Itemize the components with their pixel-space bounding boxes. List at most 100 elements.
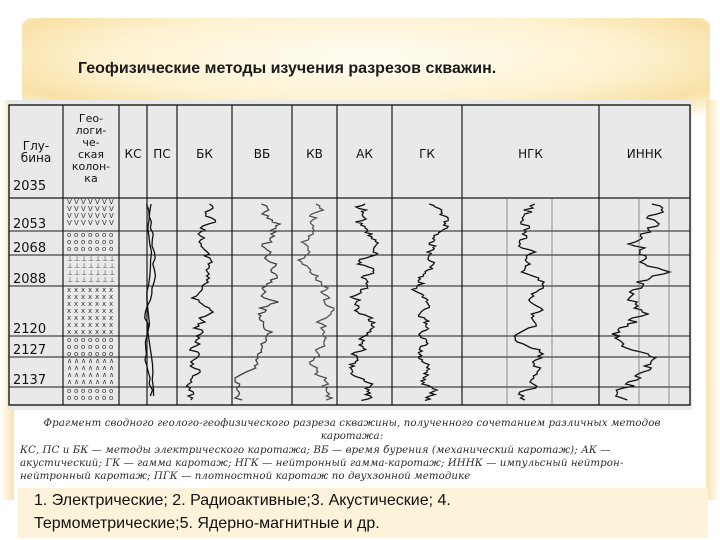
lithology-symbol: o [102, 231, 106, 239]
lithology-symbol: o [67, 387, 71, 395]
lithology-symbol: x [81, 300, 85, 308]
header-geology-label: ка [84, 172, 97, 185]
lithology-symbol: ⊥ [88, 255, 94, 263]
lithology-symbol: ⊥ [74, 255, 80, 263]
lithology-symbol: x [88, 314, 92, 322]
lithology-symbol: x [109, 321, 113, 329]
lithology-symbol: x [67, 328, 71, 336]
depth-label: 2088 [13, 272, 46, 287]
lithology-symbol: ∧ [67, 371, 72, 379]
depth-label: 2053 [13, 217, 46, 232]
lithology-symbol: V [81, 212, 86, 220]
lithology-symbol: V [95, 205, 100, 213]
caption-line-1: Фрагмент сводного геолого-геофизического… [43, 418, 661, 429]
column-header-label: НГК [518, 147, 543, 161]
lithology-symbol: o [81, 231, 85, 239]
lithology-symbol: o [81, 336, 85, 344]
lithology-symbol: o [74, 387, 78, 395]
well-log-figure: Глу-бина Гео-логи-че-ская колон-ка КС ПС БК ВБ… [7, 100, 692, 410]
lithology-symbol: o [67, 238, 71, 246]
lithology-symbol: ⊥ [67, 255, 73, 263]
column-header-label: КС [125, 147, 142, 161]
column-header-label: КВ [306, 147, 323, 161]
lithology-symbol: o [67, 350, 71, 358]
lithology-symbol: V [74, 198, 79, 206]
lithology-symbol: ∧ [109, 378, 114, 386]
ak-curve [347, 203, 380, 402]
lithology-symbol: x [67, 321, 71, 329]
lithology-symbol: x [74, 328, 78, 336]
lithology-symbol: x [81, 293, 85, 301]
lithology-symbol: V [81, 205, 86, 213]
lithology-symbol: V [67, 219, 72, 227]
lithology-symbol: V [109, 205, 114, 213]
lithology-symbol: o [67, 343, 71, 351]
caption-line-5: нейтронный каротаж; ПГК — плотностной ка… [20, 471, 471, 482]
lithology-symbol: V [102, 198, 107, 206]
lithology-symbol: o [74, 238, 78, 246]
lithology-symbol: x [95, 300, 99, 308]
lithology-symbol: x [95, 321, 99, 329]
footer-line-1: 1. Электрические; 2. Радиоактивные;3. Ак… [34, 492, 451, 509]
lithology-symbol: ∧ [67, 364, 72, 372]
lithology-symbol: o [88, 336, 92, 344]
lithology-symbol: ⊥ [102, 255, 108, 263]
lithology-symbol: o [95, 343, 99, 351]
lithology-symbol: V [88, 219, 93, 227]
lithology-symbol: o [109, 245, 113, 253]
lithology-symbol: x [81, 328, 85, 336]
lithology-symbol: V [95, 219, 100, 227]
lithology-symbol: x [95, 314, 99, 322]
column-header-label: БК [196, 147, 213, 161]
lithology-symbol: ⊥ [74, 269, 80, 277]
lithology-symbol: x [102, 328, 106, 336]
lithology-symbol: x [109, 328, 113, 336]
lithology-symbol: x [109, 293, 113, 301]
lithology-symbol: ⊥ [102, 269, 108, 277]
vb-curve [233, 203, 282, 401]
lithology-symbol: x [67, 307, 71, 315]
lithology-symbol: o [88, 245, 92, 253]
lithology-symbol: o [74, 245, 78, 253]
lithology-symbol: x [95, 307, 99, 315]
lithology-symbol: ⊥ [109, 276, 115, 284]
kv-curve [296, 203, 335, 401]
lithology-symbol: ⊥ [81, 262, 87, 270]
lithology-symbol: x [67, 314, 71, 322]
lithology-symbol: ∧ [74, 364, 79, 372]
lithology-symbol: ∧ [74, 371, 79, 379]
lithology-symbol: ⊥ [109, 255, 115, 263]
lithology-symbol: o [102, 238, 106, 246]
lithology-symbol: V [109, 198, 114, 206]
lithology-symbol: ⊥ [81, 255, 87, 263]
column-header-label: ПС [153, 147, 170, 161]
figure-caption: Фрагмент сводного геолого-геофизического… [18, 410, 698, 488]
lithology-symbol: x [102, 307, 106, 315]
header-geology-label: логи- [76, 124, 107, 137]
lithology-symbol: x [74, 286, 78, 294]
lithology-symbol: o [109, 231, 113, 239]
lithology-symbol: ⊥ [109, 269, 115, 277]
lithology-symbol: ∧ [102, 364, 107, 372]
lithology-symbol: ∧ [109, 357, 114, 365]
lithology-symbol: o [74, 350, 78, 358]
caption-line-2: каротажа: [320, 431, 384, 442]
depth-label: 2035 [13, 179, 46, 194]
header-geology-label: Гео- [79, 112, 103, 125]
lithology-symbol: x [74, 321, 78, 329]
column-header-label: АК [356, 147, 373, 161]
lithology-symbol: ∧ [102, 371, 107, 379]
lithology-symbol: V [88, 212, 93, 220]
depth-label: 2127 [13, 343, 46, 358]
lithology-symbol: o [67, 336, 71, 344]
gk-curve [410, 203, 450, 402]
lithology-symbol: x [67, 293, 71, 301]
caption-line-3: КС, ПС и БК — методы электрического каро… [20, 445, 611, 456]
lithology-symbol: x [102, 300, 106, 308]
column-header-label: ГК [419, 147, 435, 161]
footer-list: 1. Электрические; 2. Радиоактивные;3. Ак… [18, 488, 708, 538]
lithology-symbol: ∧ [81, 357, 86, 365]
lithology-symbol: o [109, 350, 113, 358]
lithology-symbol: x [102, 286, 106, 294]
